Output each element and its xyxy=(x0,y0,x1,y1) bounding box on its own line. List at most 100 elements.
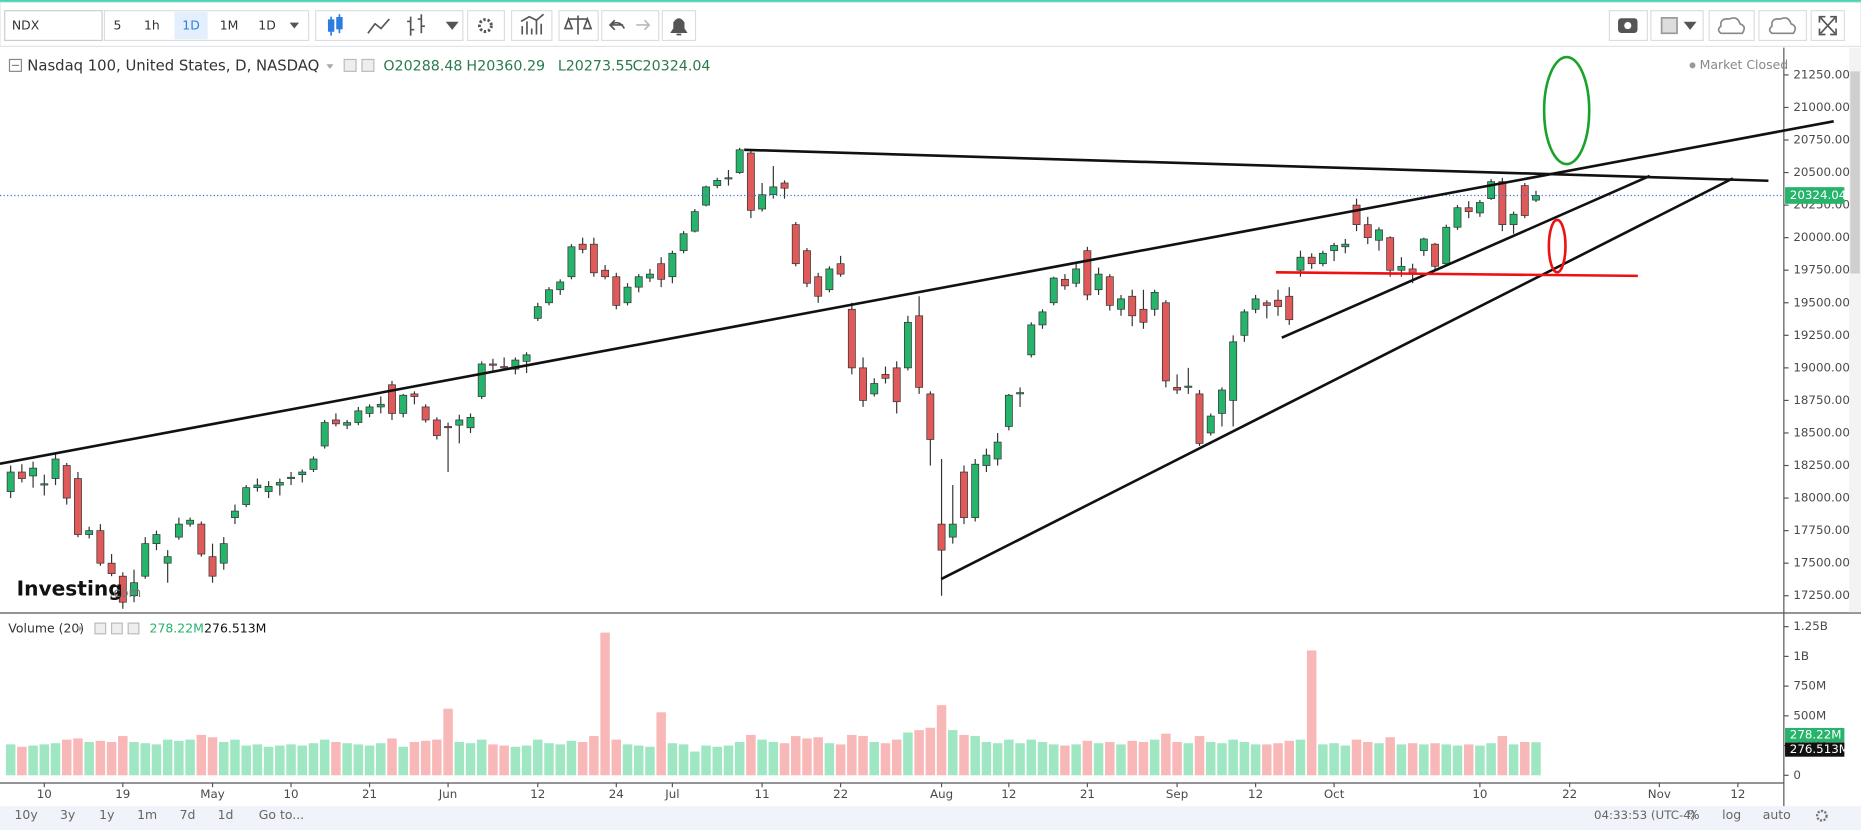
range-button[interactable]: 7d xyxy=(180,807,196,822)
candle-body xyxy=(1509,213,1518,225)
line-icon[interactable] xyxy=(367,18,390,34)
layout-btn[interactable] xyxy=(1650,10,1704,42)
candle-body xyxy=(51,458,60,479)
volume-bar xyxy=(1463,744,1474,776)
dropdown-arrow[interactable] xyxy=(289,22,300,29)
interval[interactable]: 1D xyxy=(182,18,200,33)
volume-bar xyxy=(533,739,543,776)
indicator-icon[interactable] xyxy=(520,13,545,35)
gear-icon[interactable] xyxy=(478,18,493,33)
save-btn[interactable] xyxy=(1758,10,1807,42)
option-button[interactable]: auto xyxy=(1763,807,1791,822)
candle-body xyxy=(1016,392,1024,395)
range-button[interactable]: 3y xyxy=(60,807,75,822)
candle-body xyxy=(17,471,26,479)
collapse-icon[interactable] xyxy=(8,58,22,72)
candle-body xyxy=(690,211,699,232)
range-button[interactable]: 1m xyxy=(137,807,157,822)
legend-icon[interactable] xyxy=(110,622,123,635)
legend-icon[interactable] xyxy=(361,58,375,72)
candle-body xyxy=(1487,181,1496,199)
redo-icon[interactable] xyxy=(636,19,651,31)
volume-bar xyxy=(1407,743,1418,776)
interval[interactable]: 1D xyxy=(258,18,276,33)
candle-body xyxy=(1240,311,1249,336)
volume-bar xyxy=(420,740,431,776)
option-button[interactable]: log xyxy=(1722,807,1741,822)
drawings xyxy=(0,55,1834,581)
dropdown-arrow[interactable] xyxy=(445,21,459,30)
market-status: Market Closed xyxy=(1700,57,1789,72)
layout-icon[interactable] xyxy=(1660,17,1678,35)
legend-icon[interactable] xyxy=(94,622,107,635)
volume-label: 276.513M xyxy=(1790,742,1849,756)
scroll-thumb[interactable] xyxy=(1850,71,1860,274)
range-button[interactable]: 10y xyxy=(14,807,37,822)
volume-bar xyxy=(1239,742,1250,776)
compare-btn[interactable] xyxy=(558,10,599,42)
load-btn[interactable] xyxy=(1708,10,1755,42)
candle-body xyxy=(1532,195,1540,201)
dropdown-arrow[interactable] xyxy=(75,626,84,632)
candle-body xyxy=(1397,265,1406,271)
candle-body xyxy=(735,149,744,173)
symbol-box[interactable] xyxy=(4,10,103,42)
volume-bar xyxy=(1430,743,1440,776)
range-button[interactable]: 1y xyxy=(99,807,114,822)
candle-body xyxy=(1330,245,1339,252)
symbol[interactable]: NDX xyxy=(12,18,40,33)
alert-btn[interactable] xyxy=(661,10,697,42)
interval[interactable]: 1h xyxy=(144,18,160,33)
volume-bar xyxy=(50,743,61,776)
fullscreen-icon[interactable] xyxy=(1818,15,1837,36)
candle-body xyxy=(612,276,621,306)
volume-bar xyxy=(903,732,913,776)
y-tick-label: 17500.00 xyxy=(1793,556,1850,570)
candle-body xyxy=(713,180,722,186)
option-button[interactable]: % xyxy=(1688,807,1700,822)
scrollbar xyxy=(1849,47,1861,613)
settings-icon[interactable] xyxy=(1815,809,1828,822)
fullscreen-btn[interactable] xyxy=(1810,10,1845,42)
dropdown-arrow[interactable] xyxy=(1683,21,1697,30)
candle-body xyxy=(623,286,632,304)
legend-icon[interactable] xyxy=(343,58,357,72)
range-button[interactable]: 1d xyxy=(218,807,234,822)
indicators-btn[interactable] xyxy=(510,10,553,42)
cloud-up-icon[interactable] xyxy=(1768,17,1797,35)
volume-bar xyxy=(555,744,565,776)
volume-bar xyxy=(690,751,700,776)
settings-btn[interactable] xyxy=(467,10,506,42)
alert-icon[interactable] xyxy=(670,18,688,36)
candle-body xyxy=(1307,256,1316,265)
candle-body xyxy=(1352,204,1361,225)
volume-bar xyxy=(140,743,150,776)
y-tick-label: 21250.00 xyxy=(1793,67,1850,81)
volume-bar xyxy=(1217,743,1227,776)
candle-body xyxy=(242,487,251,505)
volume-bar xyxy=(219,742,229,776)
goto-button[interactable]: Go to... xyxy=(259,807,304,822)
cloud-down-icon[interactable] xyxy=(1717,17,1746,35)
candle-body xyxy=(1072,268,1081,284)
volume-bar xyxy=(252,744,263,776)
scale-icon[interactable] xyxy=(563,15,593,35)
volume-bar xyxy=(432,739,442,776)
bar-icon[interactable] xyxy=(407,14,425,36)
volume-bar xyxy=(1374,743,1384,776)
candle-body xyxy=(1453,207,1462,228)
undo-icon[interactable] xyxy=(608,19,626,31)
interval[interactable]: 1M xyxy=(220,18,239,33)
volume-bar xyxy=(1363,742,1373,776)
snapshot-btn[interactable] xyxy=(1608,10,1648,42)
volume-bar xyxy=(207,737,218,776)
dropdown-arrow[interactable] xyxy=(326,64,334,69)
candle-body xyxy=(836,263,845,275)
ohlc-high: H20360.29 xyxy=(466,59,545,75)
candle-body xyxy=(1161,302,1170,382)
volume-bar xyxy=(566,740,577,776)
interval[interactable]: 5 xyxy=(114,18,122,33)
legend-icon[interactable] xyxy=(127,622,140,635)
volume-bar xyxy=(880,743,891,776)
